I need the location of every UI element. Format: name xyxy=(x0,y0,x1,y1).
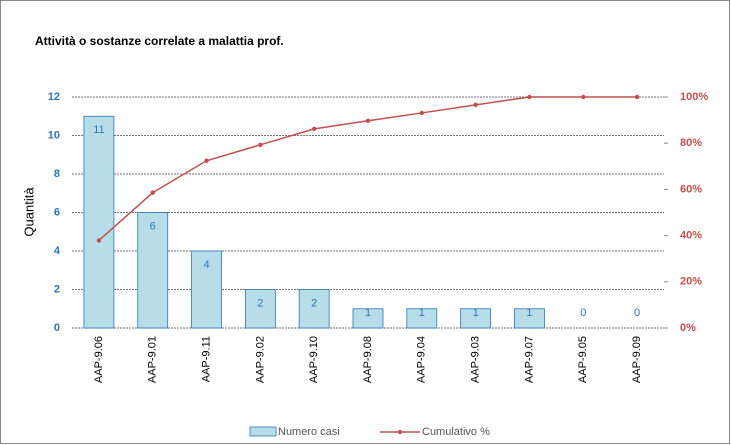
bar xyxy=(460,308,492,329)
line-point xyxy=(258,142,263,148)
line-point xyxy=(419,110,425,116)
legend-label: Cumulativo % xyxy=(422,426,490,438)
y2-tick-label: 20% xyxy=(680,276,702,288)
data-label: 0 xyxy=(580,307,586,319)
x-tick-label: AAP-9.04 xyxy=(416,336,428,383)
x-tick-label: AAP-9.05 xyxy=(577,336,589,383)
x-tick-label: AAP-9.06 xyxy=(93,336,105,383)
bar xyxy=(352,308,384,329)
data-label: 6 xyxy=(150,220,156,232)
data-label: 1 xyxy=(419,307,425,319)
data-label: 11 xyxy=(93,124,104,136)
y-tick-label: 10 xyxy=(48,129,60,141)
y2-tick-label: 60% xyxy=(680,183,702,195)
x-tick-label: AAP-9.11 xyxy=(200,336,212,382)
data-label: 2 xyxy=(257,297,263,309)
line-point xyxy=(311,126,317,132)
bar xyxy=(298,289,330,329)
bar xyxy=(83,115,115,329)
y2-tick-label: 100% xyxy=(680,91,708,103)
y2-tick-label: 80% xyxy=(680,137,702,149)
data-label: 0 xyxy=(634,307,640,319)
x-tick-label: AAP-9.08 xyxy=(362,336,374,383)
line-point xyxy=(527,94,532,100)
y2-tick-label: 40% xyxy=(680,230,702,242)
y2-tick-label: 0% xyxy=(680,322,696,334)
x-tick-label: AAP-9.07 xyxy=(523,336,535,383)
x-tick-label: AAP-9.10 xyxy=(308,336,320,383)
y-tick-label: 12 xyxy=(48,91,60,103)
chart-title: Attività o sostanze correlate a malattia… xyxy=(35,34,284,48)
line-point xyxy=(96,238,102,243)
data-label: 4 xyxy=(203,259,209,271)
data-label: 1 xyxy=(526,307,532,319)
data-label: 2 xyxy=(311,297,317,309)
data-label: 1 xyxy=(365,307,371,319)
legend-swatch xyxy=(249,426,277,437)
line-point xyxy=(581,94,586,100)
bar xyxy=(137,212,169,329)
bar xyxy=(244,289,276,329)
y-tick-label: 2 xyxy=(54,283,60,295)
x-tick-label: AAP-9.03 xyxy=(470,336,482,383)
line-point xyxy=(204,158,209,163)
bar xyxy=(406,308,438,329)
line-point xyxy=(634,94,640,100)
y-tick-label: 6 xyxy=(54,206,60,218)
x-tick-label: AAP-9.01 xyxy=(147,336,159,383)
y-axis-title: Quantità xyxy=(21,187,36,237)
line-point xyxy=(473,102,478,108)
legend-marker xyxy=(397,429,403,435)
x-tick-label: AAP-9.02 xyxy=(254,336,266,383)
x-tick-label: AAP-9.09 xyxy=(631,336,643,383)
bar xyxy=(191,250,222,329)
line-point xyxy=(150,190,155,195)
y-tick-label: 0 xyxy=(54,322,60,334)
legend-label: Numero casi xyxy=(278,426,340,438)
data-label: 1 xyxy=(473,307,479,319)
bar xyxy=(514,308,545,329)
y-tick-label: 4 xyxy=(54,245,61,257)
y-tick-label: 8 xyxy=(54,168,60,180)
line-point xyxy=(365,118,371,123)
